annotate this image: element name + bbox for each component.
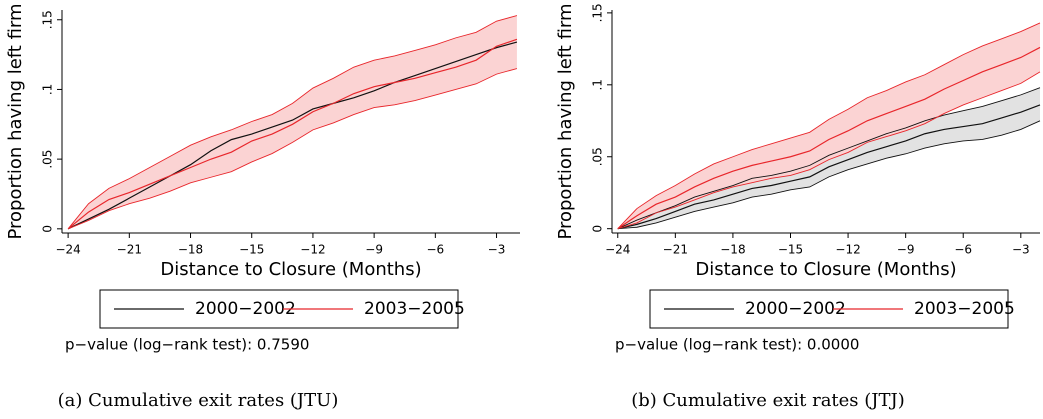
legend-label: 2003−2005 [914,299,1015,319]
legend-label: 2000−2002 [195,299,296,319]
x-tick-label: −18 [178,243,203,257]
confidence-band [617,22,1040,229]
y-tick-label: .15 [591,3,605,22]
x-tick-label: −15 [778,243,803,257]
series-line [617,46,1041,230]
x-tick-label: −24 [605,243,630,257]
band-lower [67,68,518,230]
x-tick-label: −9 [365,243,383,257]
band-upper [617,87,1041,230]
series-line [67,41,518,230]
band-lower [617,120,1041,230]
x-tick-label: −6 [954,243,972,257]
note: p−value (log−rank test): 0.7590 [65,336,309,354]
x-tick-label: −24 [55,243,80,257]
caption: (a) Cumulative exit rates (JTU) [58,390,339,411]
x-tick-label: −21 [663,243,688,257]
confidence-band [68,15,517,229]
series-line [617,104,1041,230]
y-tick-label: 0 [41,225,55,233]
x-tick-label: −6 [426,243,444,257]
x-tick-label: −15 [239,243,264,257]
x-tick-label: −3 [488,243,506,257]
x-tick-label: −18 [720,243,745,257]
y-tick-label: .05 [41,150,55,169]
legend-label: 2000−2002 [745,299,846,319]
y-tick-label: .1 [591,79,605,90]
y-axis-label: Proportion having left firm [5,3,26,239]
x-tick-label: −3 [1012,243,1030,257]
x-tick-label: −12 [300,243,325,257]
legend-label: 2003−2005 [364,299,465,319]
y-tick-label: .05 [591,147,605,166]
y-axis-label: Proportion having left firm [555,3,576,239]
caption: (b) Cumulative exit rates (JTJ) [631,390,905,411]
series-line [67,38,518,230]
x-tick-label: −9 [897,243,915,257]
y-tick-label: .15 [41,10,55,29]
x-tick-label: −12 [835,243,860,257]
band-upper [617,22,1041,229]
y-tick-label: 0 [591,225,605,233]
x-tick-label: −21 [117,243,142,257]
y-tick-label: .1 [41,84,55,95]
note: p−value (log−rank test): 0.0000 [615,336,859,354]
band-upper [67,15,518,230]
band-lower [617,71,1041,230]
x-axis-label: Distance to Closure (Months) [160,259,421,280]
x-axis-label: Distance to Closure (Months) [695,259,956,280]
